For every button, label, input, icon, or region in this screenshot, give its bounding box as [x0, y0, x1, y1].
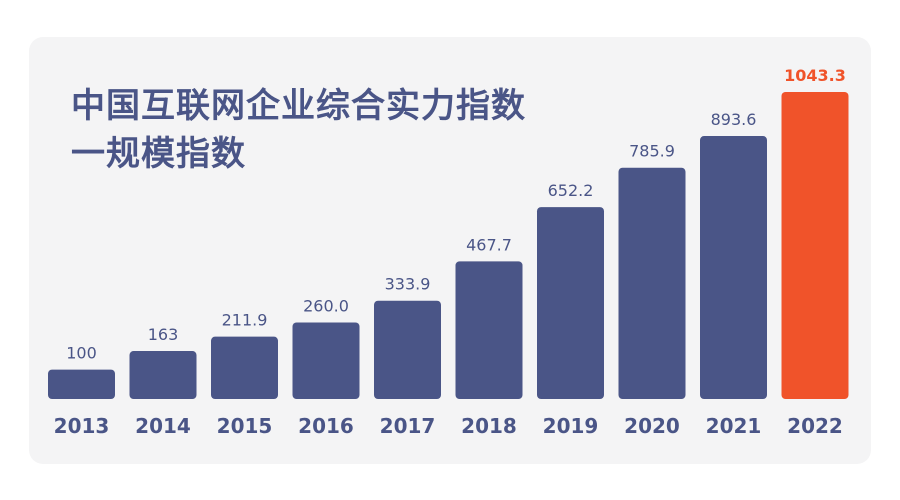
x-tick-label-2018: 2018: [461, 414, 517, 438]
chart-title-line-2: 一规模指数: [71, 134, 246, 174]
x-axis-labels: 2013 2014 2015 2016 2017 2018 2019 2020 2021 2022: [54, 414, 843, 438]
value-label-2013: 100: [66, 344, 97, 363]
bar-2018: [455, 261, 523, 399]
x-tick-label-2022: 2022: [787, 414, 843, 438]
value-label-2014: 163: [148, 325, 179, 344]
bar-2020: [618, 167, 686, 399]
x-tick-label-2013: 2013: [54, 414, 110, 438]
bar-2013: [48, 369, 115, 399]
value-labels-group: 100 163 211.9 260.0 333.9 467.7 652.2 785.9 893.…: [66, 66, 846, 363]
bar-2016: [292, 322, 360, 399]
value-label-2021: 893.6: [711, 110, 757, 129]
x-tick-label-2020: 2020: [624, 414, 680, 438]
bar-2015: [211, 336, 278, 399]
x-tick-label-2019: 2019: [543, 414, 599, 438]
value-label-2022: 1043.3: [784, 66, 846, 85]
bar-2021: [700, 136, 767, 399]
x-tick-label-2015: 2015: [217, 414, 273, 438]
chart-title: 中国互联网企业综合实力指数 一规模指数: [71, 82, 526, 178]
value-label-2019: 652.2: [548, 181, 594, 200]
value-label-2016: 260.0: [303, 296, 349, 315]
bars-group: [48, 92, 849, 399]
x-tick-label-2017: 2017: [380, 414, 436, 438]
bar-2019: [537, 207, 604, 399]
bar-2014: [129, 351, 197, 399]
value-label-2017: 333.9: [385, 275, 431, 294]
x-tick-label-2014: 2014: [135, 414, 191, 438]
bar-2022: [781, 92, 849, 399]
value-label-2020: 785.9: [629, 142, 675, 161]
chart-title-line-1: 中国互联网企业综合实力指数: [71, 86, 526, 126]
bar-2017: [374, 300, 441, 399]
x-tick-label-2016: 2016: [298, 414, 354, 438]
x-tick-label-2021: 2021: [706, 414, 762, 438]
value-label-2015: 211.9: [222, 311, 268, 330]
value-label-2018: 467.7: [466, 235, 512, 254]
